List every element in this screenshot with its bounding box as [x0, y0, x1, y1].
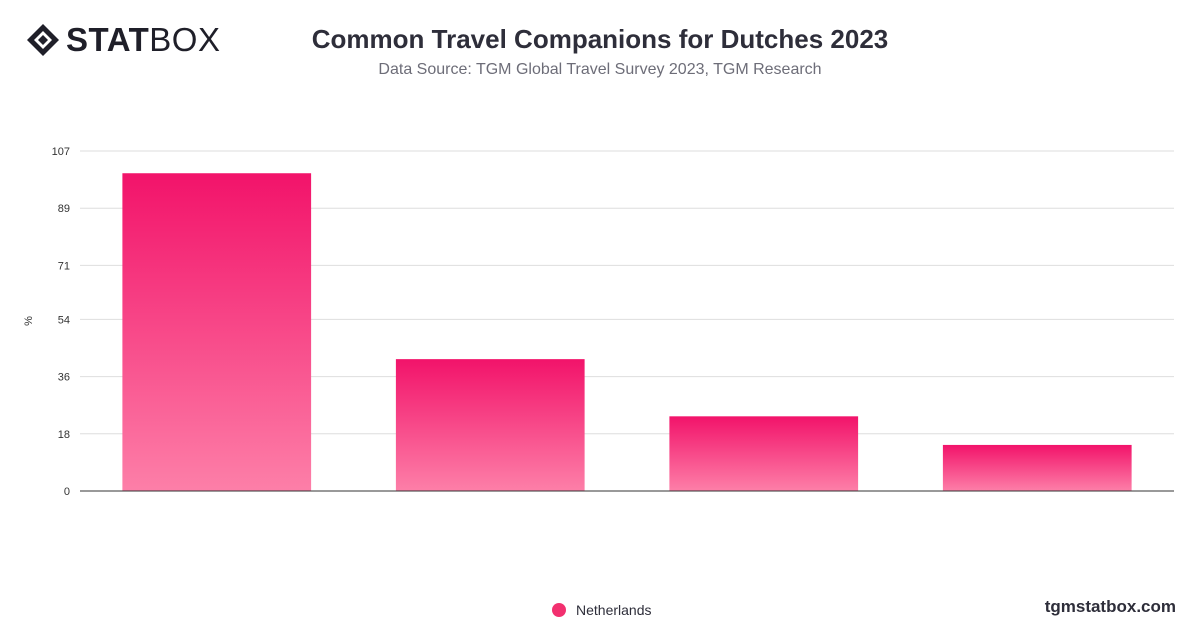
- diamond-logo-icon: [27, 24, 59, 56]
- bar-1[interactable]: [122, 173, 312, 492]
- y-tick-label: 18: [58, 429, 70, 441]
- bar-3[interactable]: [669, 416, 859, 491]
- y-tick-label: 71: [58, 260, 70, 272]
- y-axis-label: %: [23, 316, 35, 326]
- chart-subtitle: Data Source: TGM Global Travel Survey 20…: [378, 61, 822, 78]
- legend-marker: [552, 603, 566, 617]
- bar-2[interactable]: [395, 359, 585, 491]
- brand-wordmark-bold: STAT: [66, 21, 150, 58]
- legend[interactable]: Netherlands: [552, 602, 652, 618]
- chart-title: Common Travel Companions for Dutches 202…: [311, 24, 889, 54]
- y-axis-ticks: 0 18 36 54 71 89 107: [52, 146, 70, 498]
- y-tick-label: 0: [64, 486, 70, 498]
- y-tick-label: 89: [58, 203, 70, 215]
- legend-label-netherlands: Netherlands: [576, 602, 652, 618]
- y-tick-label: 54: [58, 314, 70, 326]
- bar-4[interactable]: [942, 444, 1132, 491]
- brand-logo: STATBOX: [26, 22, 220, 58]
- brand-wordmark-light: BOX: [149, 21, 221, 58]
- bars: [122, 173, 1132, 492]
- y-tick-label: 36: [58, 372, 70, 384]
- brand-wordmark: STATBOX: [66, 22, 220, 58]
- watermark: tgmstatbox.com: [1044, 597, 1176, 616]
- y-tick-label: 107: [52, 146, 70, 158]
